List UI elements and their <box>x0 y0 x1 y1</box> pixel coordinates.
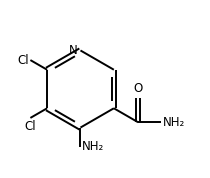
Text: O: O <box>134 82 143 95</box>
Text: Cl: Cl <box>17 54 29 67</box>
Text: Cl: Cl <box>25 120 36 133</box>
Text: N: N <box>69 44 78 57</box>
Text: NH₂: NH₂ <box>82 140 104 153</box>
Text: NH₂: NH₂ <box>163 116 185 129</box>
